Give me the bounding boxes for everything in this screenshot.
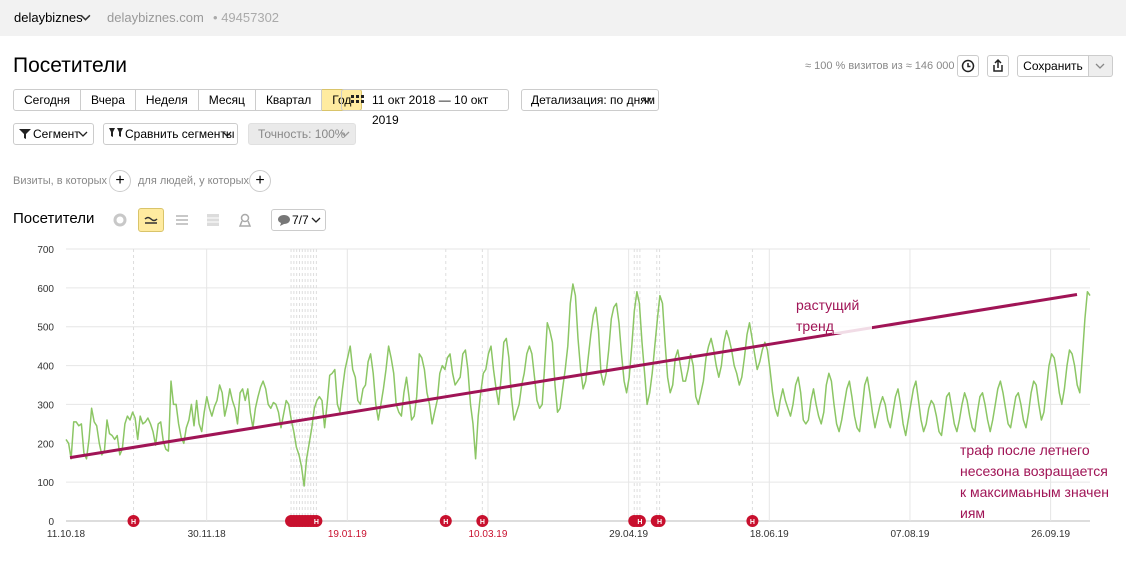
compare-segments-button[interactable]: Сравнить сегменты <box>103 123 238 145</box>
date-range-button[interactable]: 11 окт 2018 — 10 окт 2019 <box>341 89 509 127</box>
comment-icon <box>278 215 290 226</box>
holiday-marker-label: Н <box>637 519 642 526</box>
bar-chart-button[interactable] <box>200 208 226 232</box>
holiday-marker <box>653 515 666 527</box>
x-tick-label: 18.06.19 <box>750 529 789 540</box>
chevron-down-icon <box>222 131 232 137</box>
x-tick-label: 26.09.19 <box>1031 529 1070 540</box>
accuracy-label: Точность: 100% <box>258 127 346 141</box>
export-icon <box>993 58 1003 72</box>
pie-chart-button[interactable] <box>107 208 133 232</box>
visits-info: ≈ 100 % визитов из ≈ 146 000 <box>805 60 955 72</box>
y-tick-label: 100 <box>37 478 54 489</box>
chevron-down-icon <box>311 217 321 223</box>
detail-label: Детализация: по дням <box>531 93 655 107</box>
detail-select[interactable]: Детализация: по дням <box>521 89 659 111</box>
period-quarter[interactable]: Квартал <box>255 89 323 111</box>
x-tick-label: 07.08.19 <box>890 529 929 540</box>
y-tick-label: 700 <box>37 245 54 256</box>
export-button[interactable] <box>987 55 1009 77</box>
holiday-marker <box>746 515 759 527</box>
area-chart-button[interactable] <box>169 208 195 232</box>
y-tick-label: 500 <box>37 323 54 334</box>
holiday-marker-label: Н <box>750 519 755 526</box>
annotation-text: иям <box>960 505 985 521</box>
chevron-down-icon <box>340 131 350 137</box>
period-week[interactable]: Неделя <box>135 89 199 111</box>
visitors-chart[interactable]: 0 100 200 300 400 500 600 700 11.10.18 30.11.18 19… <box>0 240 1126 572</box>
annotation-text: тренд <box>796 318 834 334</box>
x-tick-label: 19.01.19 <box>328 529 367 540</box>
history-icon <box>961 59 975 73</box>
annotation-text: растущий <box>796 297 859 313</box>
save-button[interactable]: Сохранить <box>1017 55 1089 77</box>
segment-button[interactable]: Сегмент <box>13 123 94 145</box>
visits-filter-label: Визиты, в которых <box>13 175 107 187</box>
y-tick-label: 200 <box>37 439 54 450</box>
holiday-marker <box>310 515 323 527</box>
holiday-marker-label: Н <box>657 519 662 526</box>
annotation-text: несезона возращается <box>960 463 1108 479</box>
chevron-down-icon[interactable] <box>80 12 91 23</box>
chart-title: Посетители <box>13 210 95 227</box>
x-tick-label: 11.10.18 <box>47 529 86 540</box>
chevron-down-icon <box>1095 63 1105 69</box>
holiday-marker <box>476 515 489 527</box>
holiday-marker-label: Н <box>443 519 448 526</box>
area-chart-icon <box>176 215 188 225</box>
holiday-marker-label: Н <box>314 519 319 526</box>
page-title: Посетители <box>13 54 127 77</box>
chevron-down-icon <box>78 131 88 137</box>
period-selector: Сегодня Вчера Неделя Месяц Квартал Год <box>13 89 363 111</box>
period-month[interactable]: Месяц <box>198 89 256 111</box>
holiday-marker <box>439 515 452 527</box>
site-domain: delaybiznes.com <box>107 10 204 25</box>
trend-line <box>69 292 1078 460</box>
map-button[interactable] <box>232 208 258 232</box>
map-icon <box>238 213 252 227</box>
add-visit-filter-button[interactable]: + <box>109 170 131 192</box>
period-yesterday[interactable]: Вчера <box>81 89 136 111</box>
bar-chart-icon <box>207 214 219 226</box>
segment-label: Сегмент <box>33 127 80 141</box>
people-filter-label: для людей, у которых <box>138 175 249 187</box>
holiday-marker <box>633 515 646 527</box>
annotation-text: траф после летнего <box>960 442 1090 458</box>
holiday-marker-label: Н <box>131 519 136 526</box>
counter-id: • 49457302 <box>213 10 280 25</box>
x-tick-label: 10.03.19 <box>469 529 508 540</box>
holiday-marker-label: Н <box>480 519 485 526</box>
y-tick-label: 300 <box>37 400 54 411</box>
annotation-highlight <box>832 322 872 334</box>
pie-chart-icon <box>113 213 127 227</box>
save-dropdown-button[interactable] <box>1089 55 1113 77</box>
notes-count: 7/7 <box>292 213 309 227</box>
chevron-down-icon <box>642 97 652 103</box>
accuracy-button[interactable]: Точность: 100% <box>248 123 356 145</box>
holiday-marker <box>127 515 140 527</box>
top-bar: delaybiznes delaybiznes.com • 49457302 <box>0 0 1126 36</box>
compare-segments-icon <box>109 128 123 137</box>
series-line <box>65 283 1091 487</box>
annotation-text: к максимаьным значен <box>960 484 1109 500</box>
add-people-filter-button[interactable]: + <box>249 170 271 192</box>
site-name[interactable]: delaybiznes <box>14 10 83 25</box>
line-chart-button[interactable] <box>138 208 164 232</box>
period-today[interactable]: Сегодня <box>13 89 81 111</box>
x-tick-label: 30.11.18 <box>188 529 227 540</box>
compare-segments-label: Сравнить сегменты <box>125 127 235 141</box>
y-tick-label: 600 <box>37 284 54 295</box>
calendar-icon <box>351 95 364 103</box>
history-button[interactable] <box>957 55 979 77</box>
y-tick-label: 400 <box>37 362 54 373</box>
notes-button[interactable]: 7/7 <box>271 209 326 231</box>
y-tick-label: 0 <box>48 517 54 528</box>
x-tick-label: 29.04.19 <box>609 529 648 540</box>
date-range-label: 11 окт 2018 — 10 окт 2019 <box>372 93 489 127</box>
segment-filter-icon <box>19 129 31 139</box>
line-chart-icon <box>144 216 158 224</box>
